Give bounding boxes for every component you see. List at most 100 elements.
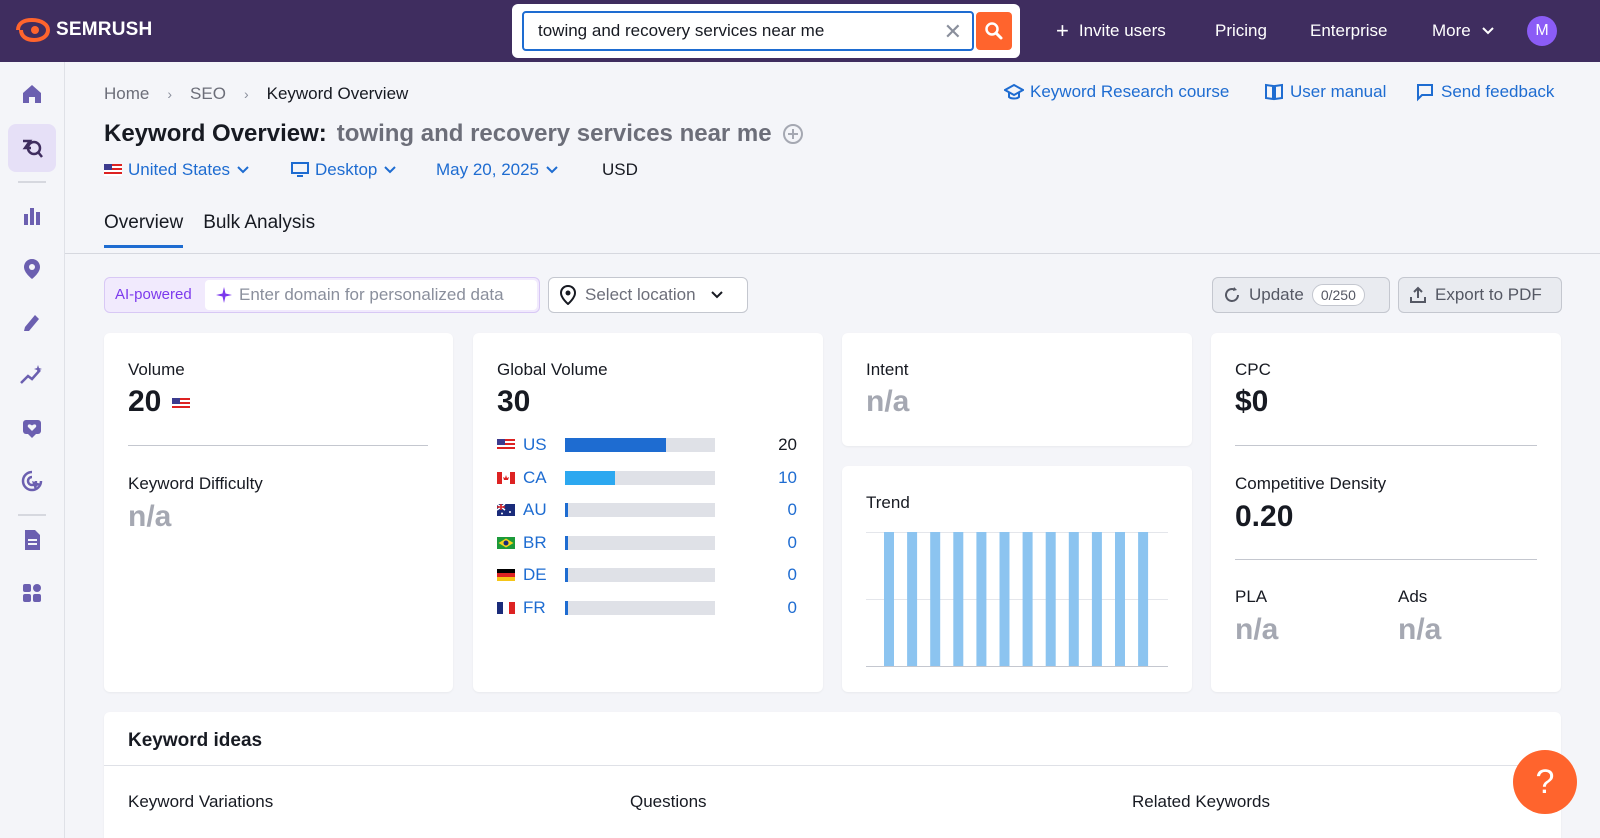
country-volume-row[interactable]: FR 0 [497,598,797,618]
breadcrumb-home[interactable]: Home [104,84,150,103]
pencil-icon[interactable] [8,298,56,346]
country-volume-row[interactable]: AU 0 [497,500,797,520]
invite-users-link[interactable]: + Invite users [1056,0,1166,62]
location-select[interactable]: Select location [548,277,748,313]
help-button[interactable]: ? [1513,750,1577,814]
trend-label: Trend [866,493,910,512]
chevron-right-icon: › [167,86,173,102]
volume-card: Volume 20 Keyword Difficulty n/a [104,333,453,692]
trend-bar[interactable] [1022,532,1033,666]
update-button[interactable]: Update 0/250 [1212,277,1390,313]
send-feedback-link[interactable]: Send feedback [1415,82,1554,102]
country-volume-value: 10 [778,467,797,487]
competitive-density-value: 0.20 [1235,500,1294,533]
heart-chat-icon[interactable] [8,404,56,452]
country-code: DE [523,565,547,584]
trend-bar[interactable] [884,532,894,666]
keyword-search-input[interactable] [524,13,924,49]
us-flag-icon [104,164,122,176]
trend-bar[interactable] [1138,532,1149,666]
sidebar-divider [18,514,46,516]
manual-label: User manual [1290,82,1387,101]
trend-bar[interactable] [976,532,987,666]
user-manual-link[interactable]: User manual [1264,82,1386,102]
update-count-badge: 0/250 [1311,284,1365,306]
feedback-label: Send feedback [1441,82,1555,101]
volume-bar-fill [565,535,568,550]
trend-bar[interactable] [999,532,1010,666]
chevron-down-icon [1482,27,1494,35]
keyword-difficulty-label: Keyword Difficulty [128,474,263,493]
avatar[interactable]: M [1527,16,1557,46]
sidebar [0,62,65,838]
keyword-ideas-title: Keyword ideas [128,730,263,751]
keyword-research-course-link[interactable]: Keyword Research course [1004,82,1229,102]
trend-bar[interactable] [1091,532,1102,666]
country-volume-row[interactable]: DE 0 [497,565,797,585]
country-code: AU [523,500,547,519]
domain-input-box [205,280,537,310]
location-pin-icon[interactable] [8,245,56,293]
search-icon [985,22,1003,40]
country-volume-value: 20 [778,435,797,454]
country-code: FR [523,597,546,617]
add-circle-icon[interactable] [782,123,804,145]
competitive-density-label: Competitive Density [1235,474,1387,493]
cpc-value: $0 [1235,385,1269,418]
country-code: BR [523,532,547,552]
pricing-label: Pricing [1215,21,1267,40]
cpc-card: CPC $0 Competitive Density 0.20 PLA n/a … [1211,333,1561,692]
location-pin-icon [559,285,577,305]
trend-bar[interactable] [930,532,941,666]
sparkle-trend-icon[interactable] [8,351,56,399]
help-icon: ? [1535,762,1555,801]
seo-icon[interactable] [8,124,56,172]
apps-grid-icon[interactable] [8,569,56,617]
bar-chart-icon[interactable] [8,192,56,240]
trend-bar[interactable] [1068,532,1079,666]
trend-bar[interactable] [907,532,918,666]
domain-input[interactable] [239,280,529,310]
enterprise-link[interactable]: Enterprise [1310,0,1387,62]
book-icon [1265,83,1283,101]
date-dropdown[interactable]: May 20, 2025 [436,160,559,180]
pricing-link[interactable]: Pricing [1215,0,1267,62]
ai-domain-field: AI-powered [104,277,540,313]
ca-flag-icon [497,471,515,484]
breadcrumb: Home › SEO › Keyword Overview [104,84,408,104]
tab-bulk-analysis[interactable]: Bulk Analysis [203,212,316,233]
chevron-down-icon [384,166,397,174]
country-volume-row[interactable]: US 20 [497,435,797,455]
tab-overview[interactable]: Overview [104,212,184,248]
volume-value: 20 [128,385,162,418]
br-flag-icon [497,536,515,549]
close-icon[interactable]: ✕ [943,19,962,44]
currency-text: USD [602,160,638,179]
location-placeholder: Select location [585,285,696,304]
country-volume-row[interactable]: BR 0 [497,533,797,553]
country-volume-value: 0 [787,597,797,617]
country-volume-value: 0 [787,565,797,584]
de-flag-icon [497,569,515,581]
document-icon[interactable] [8,516,56,564]
more-menu[interactable]: More [1432,0,1495,62]
volume-bar-fill [565,503,568,517]
volume-bar-fill [565,568,568,582]
trend-bar[interactable] [953,532,964,666]
search-button[interactable] [976,12,1012,50]
home-icon[interactable] [8,70,56,118]
chevron-right-icon: › [243,86,249,102]
trend-bar[interactable] [1115,532,1125,666]
country-dropdown[interactable]: United States [104,160,250,180]
breadcrumb-seo[interactable]: SEO [190,84,226,103]
chevron-down-icon [237,166,249,174]
pla-value: n/a [1235,613,1279,646]
target-cursor-icon[interactable] [8,457,56,505]
semrush-logo[interactable]: SEMRUSH [16,18,152,42]
country-volume-row[interactable]: CA 10 [497,468,797,488]
upload-icon [1410,286,1426,303]
trend-bar[interactable] [1045,532,1056,666]
export-pdf-button[interactable]: Export to PDF [1398,277,1562,313]
global-volume-card: Global Volume 30 US 20 CA 10 AU 0 BR 0 DE 0 FR 0 [473,333,823,692]
device-dropdown[interactable]: Desktop [291,160,397,180]
